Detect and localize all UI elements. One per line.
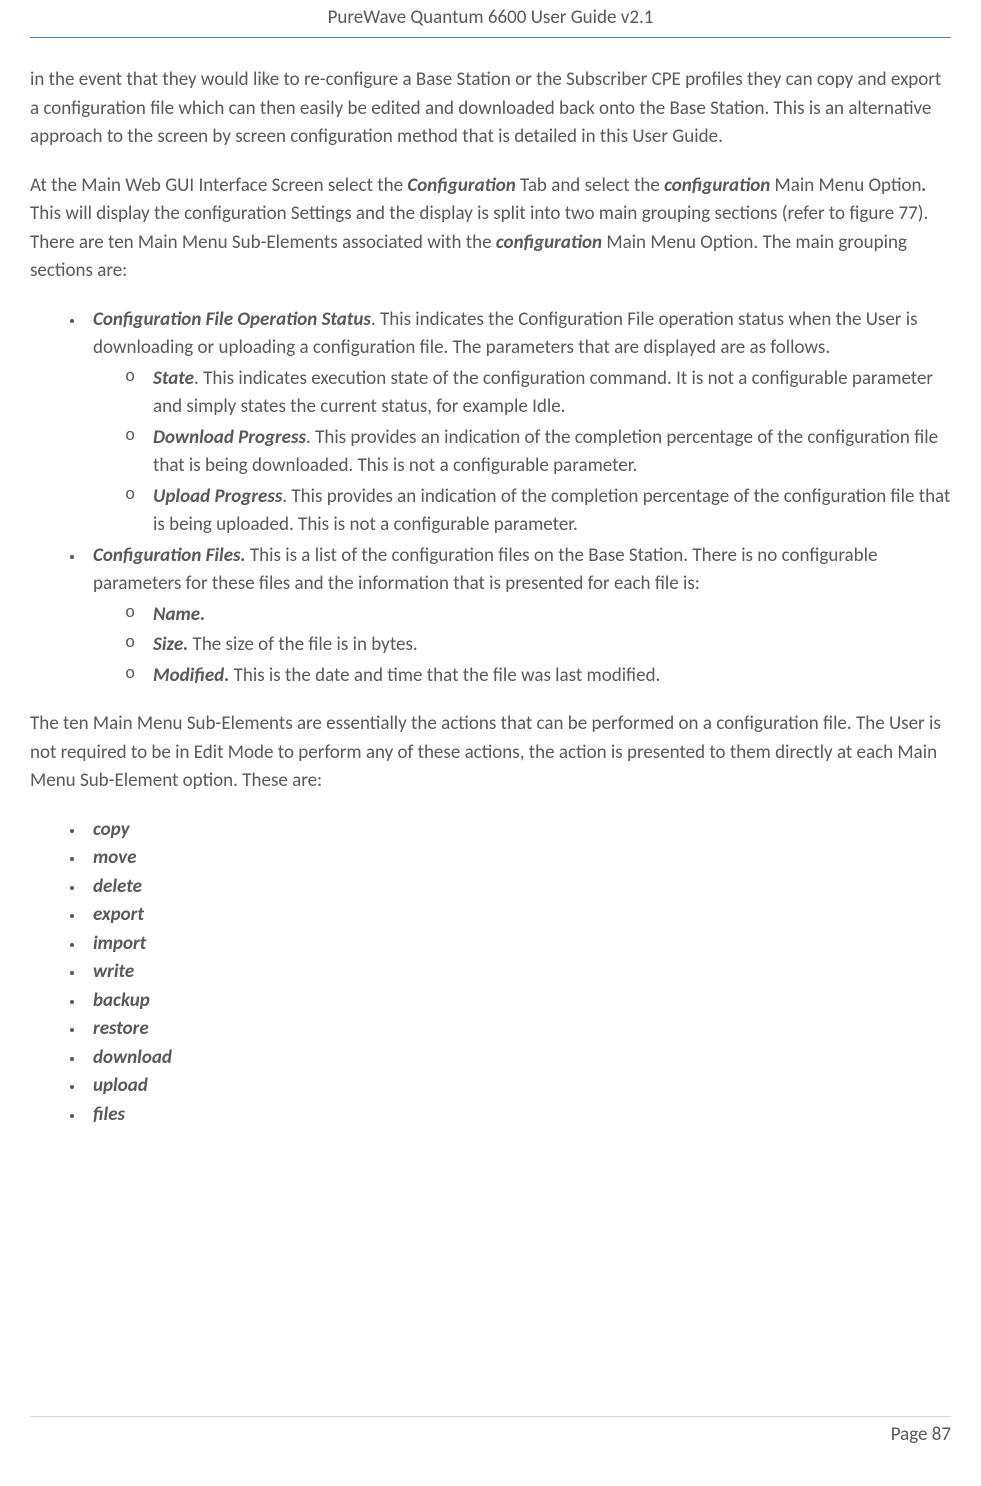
- action-copy: copy: [85, 816, 951, 845]
- file-info-list: Name. Size. The size of the file is in b…: [93, 601, 951, 691]
- page-footer: Page 87: [30, 1416, 951, 1446]
- file-field-name: Name.: [153, 601, 951, 630]
- file-field-size: Size. The size of the file is in bytes.: [153, 631, 951, 660]
- action-backup: backup: [85, 987, 951, 1016]
- paragraph-intro: in the event that they would like to re-…: [30, 66, 951, 152]
- param-upload-progress: Upload Progress. This provides an indica…: [153, 483, 951, 540]
- param-state: State. This indicates execution state of…: [153, 365, 951, 422]
- action-export: export: [85, 901, 951, 930]
- action-upload: upload: [85, 1072, 951, 1101]
- action-files: files: [85, 1101, 951, 1130]
- action-move: move: [85, 844, 951, 873]
- actions-list: copy move delete export import write bac…: [30, 816, 951, 1130]
- grouping-sections-list: Configuration File Operation Status. Thi…: [30, 306, 951, 691]
- section-config-file-status: Configuration File Operation Status. Thi…: [85, 306, 951, 540]
- action-delete: delete: [85, 873, 951, 902]
- param-download-progress: Download Progress. This provides an indi…: [153, 424, 951, 481]
- action-download: download: [85, 1044, 951, 1073]
- action-import: import: [85, 930, 951, 959]
- action-restore: restore: [85, 1015, 951, 1044]
- paragraph-instruction: At the Main Web GUI Interface Screen sel…: [30, 172, 951, 286]
- page-number: Page 87: [891, 1423, 951, 1446]
- section-config-files: Configuration Files. This is a list of t…: [85, 542, 951, 691]
- page-header: PureWave Quantum 6600 User Guide v2.1: [30, 0, 951, 38]
- action-write: write: [85, 958, 951, 987]
- paragraph-actions-intro: The ten Main Menu Sub-Elements are essen…: [30, 710, 951, 796]
- file-field-modified: Modified. This is the date and time that…: [153, 662, 951, 691]
- status-params-list: State. This indicates execution state of…: [93, 365, 951, 540]
- document-page: PureWave Quantum 6600 User Guide v2.1 in…: [0, 0, 981, 1486]
- header-title: PureWave Quantum 6600 User Guide v2.1: [328, 6, 654, 29]
